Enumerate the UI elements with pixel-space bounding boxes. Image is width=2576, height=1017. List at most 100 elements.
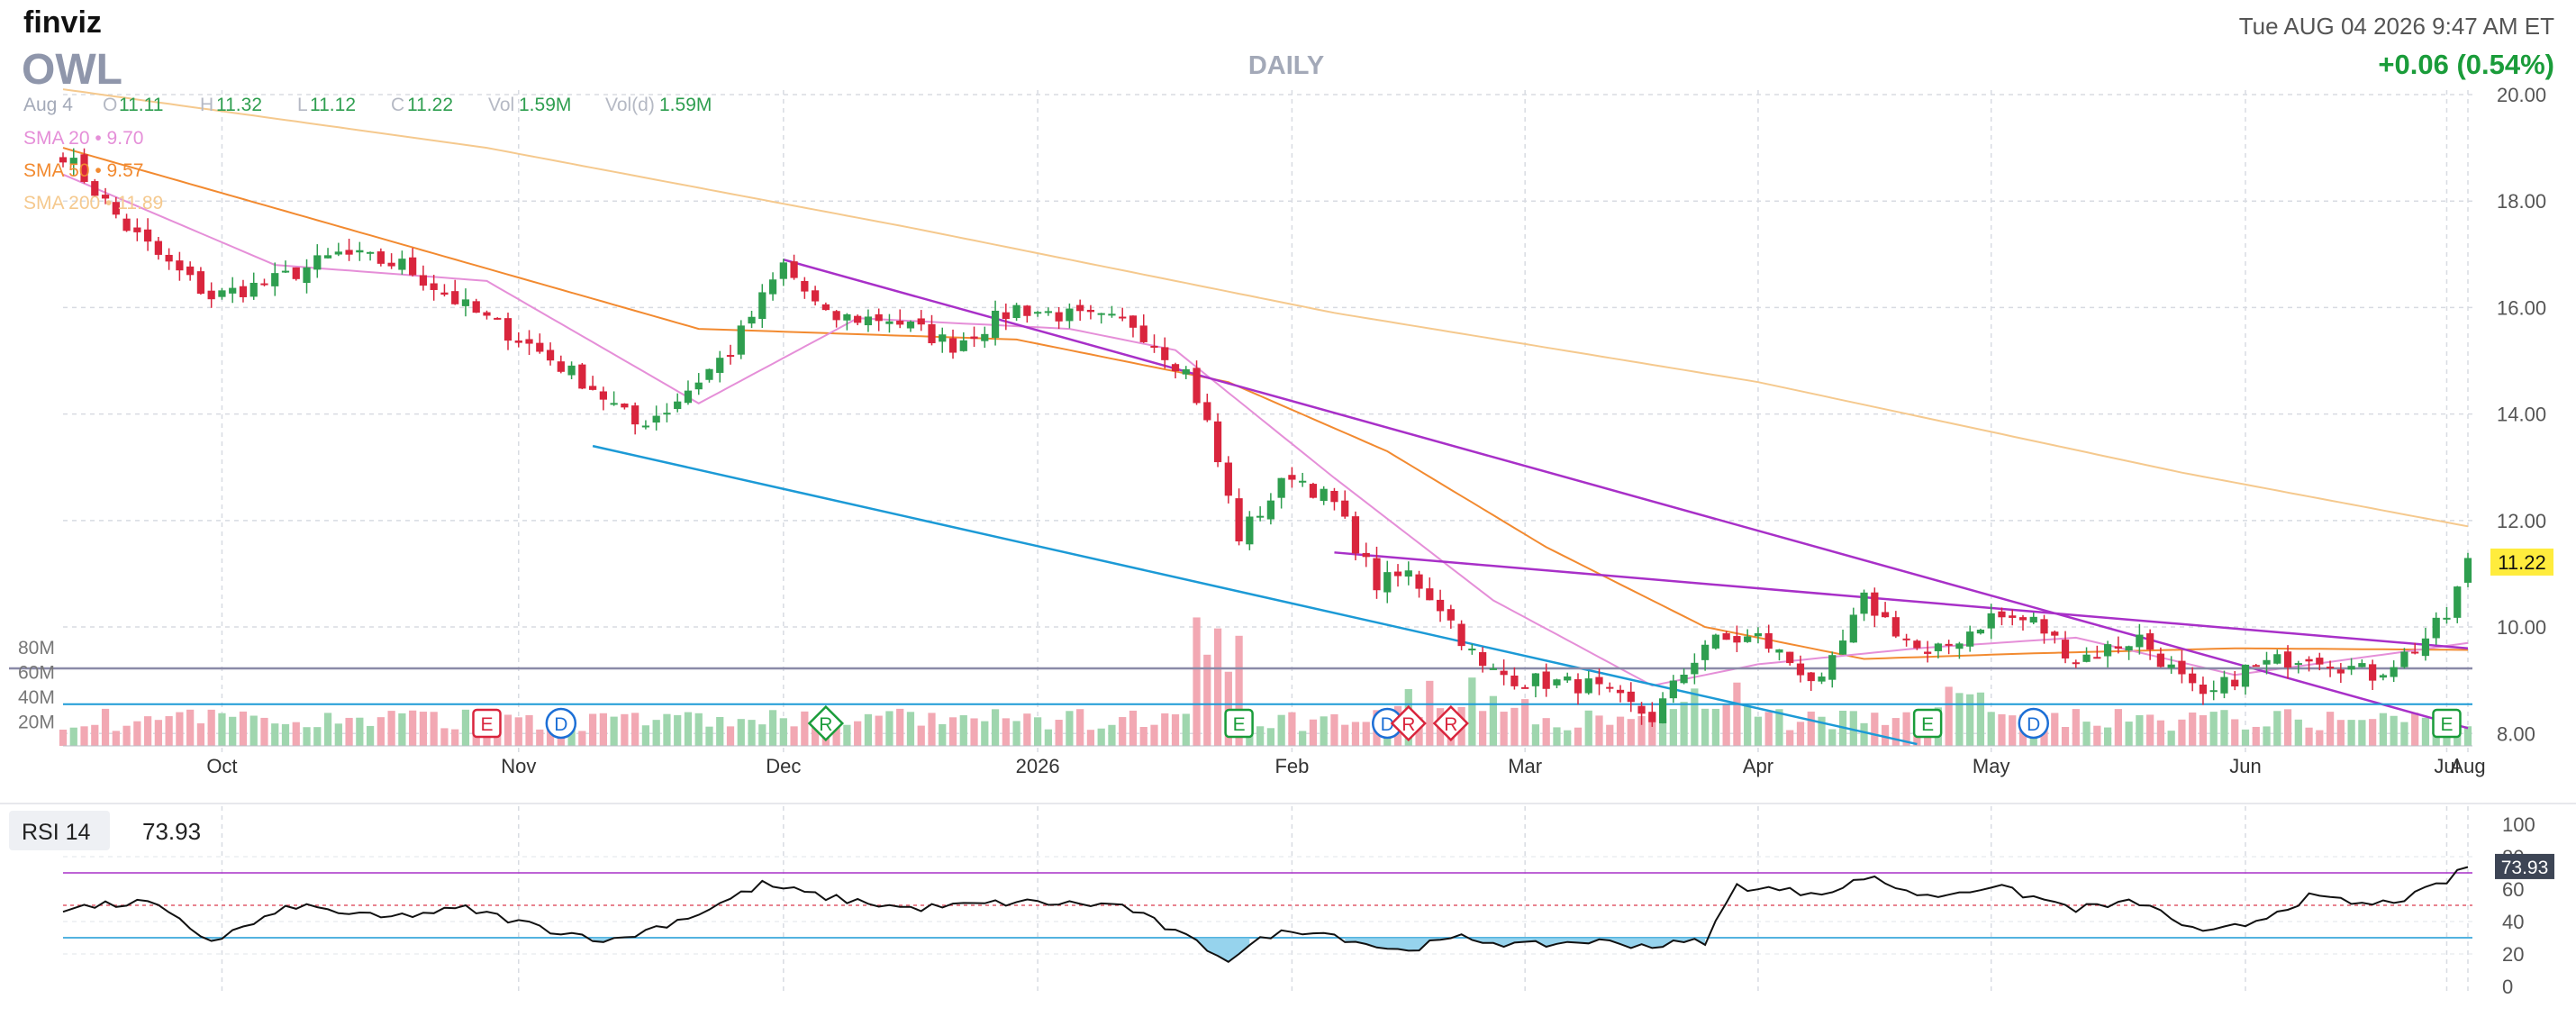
volume-dollar-value: 1.59M (659, 95, 712, 115)
volume-bar (1881, 724, 1890, 746)
volume-bar (1955, 693, 1964, 746)
rsi-value-tag-label: 73.93 (2501, 858, 2549, 878)
ticker-symbol[interactable]: OWL (22, 46, 122, 94)
candle-body (1764, 632, 1773, 649)
volume-bar (2178, 719, 2186, 746)
volume-bar (621, 713, 629, 746)
candle-body (2454, 586, 2462, 618)
candle-body (801, 280, 809, 292)
volume-bar (875, 715, 883, 746)
candle-body (1139, 325, 1147, 342)
volume-bar (2252, 726, 2260, 746)
candle-body (928, 323, 936, 343)
y-tick-label: 18.00 (2497, 190, 2546, 213)
volume-bar (1733, 682, 1741, 746)
volume-bar (1097, 728, 1105, 746)
candle-body (1341, 500, 1349, 517)
volume-bar (2103, 727, 2112, 746)
candle-body (536, 342, 544, 352)
candle-body (451, 291, 459, 304)
volume-bar (705, 726, 713, 746)
x-tick-label: Mar (1508, 755, 1542, 777)
candle-body (1955, 643, 1964, 649)
candle-body (1500, 670, 1508, 676)
candle-body (737, 325, 745, 355)
rsi-value-tag (2495, 853, 2554, 879)
sma20-legend[interactable]: SMA 20 • 9.70 (23, 128, 143, 149)
candle-body (101, 195, 110, 199)
candle-body (2061, 640, 2070, 658)
event-marker (1432, 704, 1469, 742)
volume-bar (896, 708, 904, 746)
volume-bar (2273, 711, 2281, 746)
volume-bar (2114, 709, 2122, 746)
timeframe-label[interactable]: DAILY (1248, 51, 1324, 80)
x-tick-label: Oct (206, 755, 237, 777)
volume-bar (588, 713, 597, 746)
x-tick-label: 2026 (1016, 755, 1060, 777)
volume-tick-label: 40M (18, 687, 55, 708)
candle-body (91, 181, 99, 196)
candle-body (1213, 421, 1222, 463)
volume-bar (1330, 713, 1338, 746)
candle-body (430, 283, 438, 290)
close-value: 11.22 (407, 95, 453, 115)
candle-body (1669, 680, 1677, 699)
event-label: E (1233, 714, 1246, 735)
volume-bar (69, 727, 77, 746)
volume-bar (1521, 699, 1529, 746)
volume-bar (303, 727, 311, 746)
volume-bar (2347, 720, 2355, 746)
candle-body (832, 311, 840, 321)
volume-bar (768, 710, 777, 746)
volume-bar (1256, 726, 1265, 746)
candle-body (1404, 570, 1412, 577)
rsi-label-box[interactable] (9, 811, 110, 850)
candle-body (1680, 674, 1688, 684)
candle-body (196, 271, 205, 295)
candle-body (2294, 663, 2302, 666)
candle-body (186, 266, 195, 276)
candle-body (610, 403, 618, 405)
candle-body (1436, 599, 1445, 612)
candle-body (59, 157, 68, 163)
event-marker (1912, 708, 1943, 739)
volume-bar (1987, 712, 1995, 746)
volume-bar (1076, 709, 1084, 746)
candle-body (1224, 462, 1232, 496)
volume-bar (419, 712, 428, 746)
event-label: E (1921, 714, 1934, 735)
candle-body (1193, 368, 1201, 404)
candle-body (1086, 309, 1095, 313)
sma200-legend[interactable]: SMA 200 • 11.89 (23, 193, 163, 213)
candle-body (239, 286, 248, 297)
candle-body (2379, 675, 2388, 678)
volume-bar (323, 713, 332, 746)
volume-bar (1531, 724, 1540, 746)
volume-bar (1235, 635, 1243, 746)
candle-body (621, 404, 629, 408)
candle-body (1076, 304, 1084, 312)
rsi-value: 73.93 (142, 818, 201, 845)
candle-body (1542, 671, 1550, 689)
x-tick-label: Jul (2434, 755, 2459, 777)
volume-bar (1489, 695, 1498, 746)
volume-bar (1055, 720, 1063, 746)
candle-body (207, 290, 215, 300)
candle-body (1966, 631, 1974, 647)
candle-body (2347, 666, 2355, 670)
low-value: 11.12 (310, 95, 356, 115)
candlesticks (59, 148, 2472, 727)
brand-logo[interactable]: finviz (23, 5, 102, 40)
candle-body (2400, 651, 2408, 667)
volume-bar (1764, 712, 1773, 746)
volume-bar (2199, 715, 2208, 746)
candle-body (494, 317, 502, 320)
candle-body (2263, 659, 2271, 665)
sma50-legend[interactable]: SMA 50 • 9.57 (23, 160, 143, 181)
volume-bar (2125, 722, 2133, 746)
event-marker (545, 707, 577, 740)
last-price-tag (2490, 548, 2553, 576)
event-label: D (2027, 714, 2040, 735)
volume-bar (398, 713, 406, 746)
